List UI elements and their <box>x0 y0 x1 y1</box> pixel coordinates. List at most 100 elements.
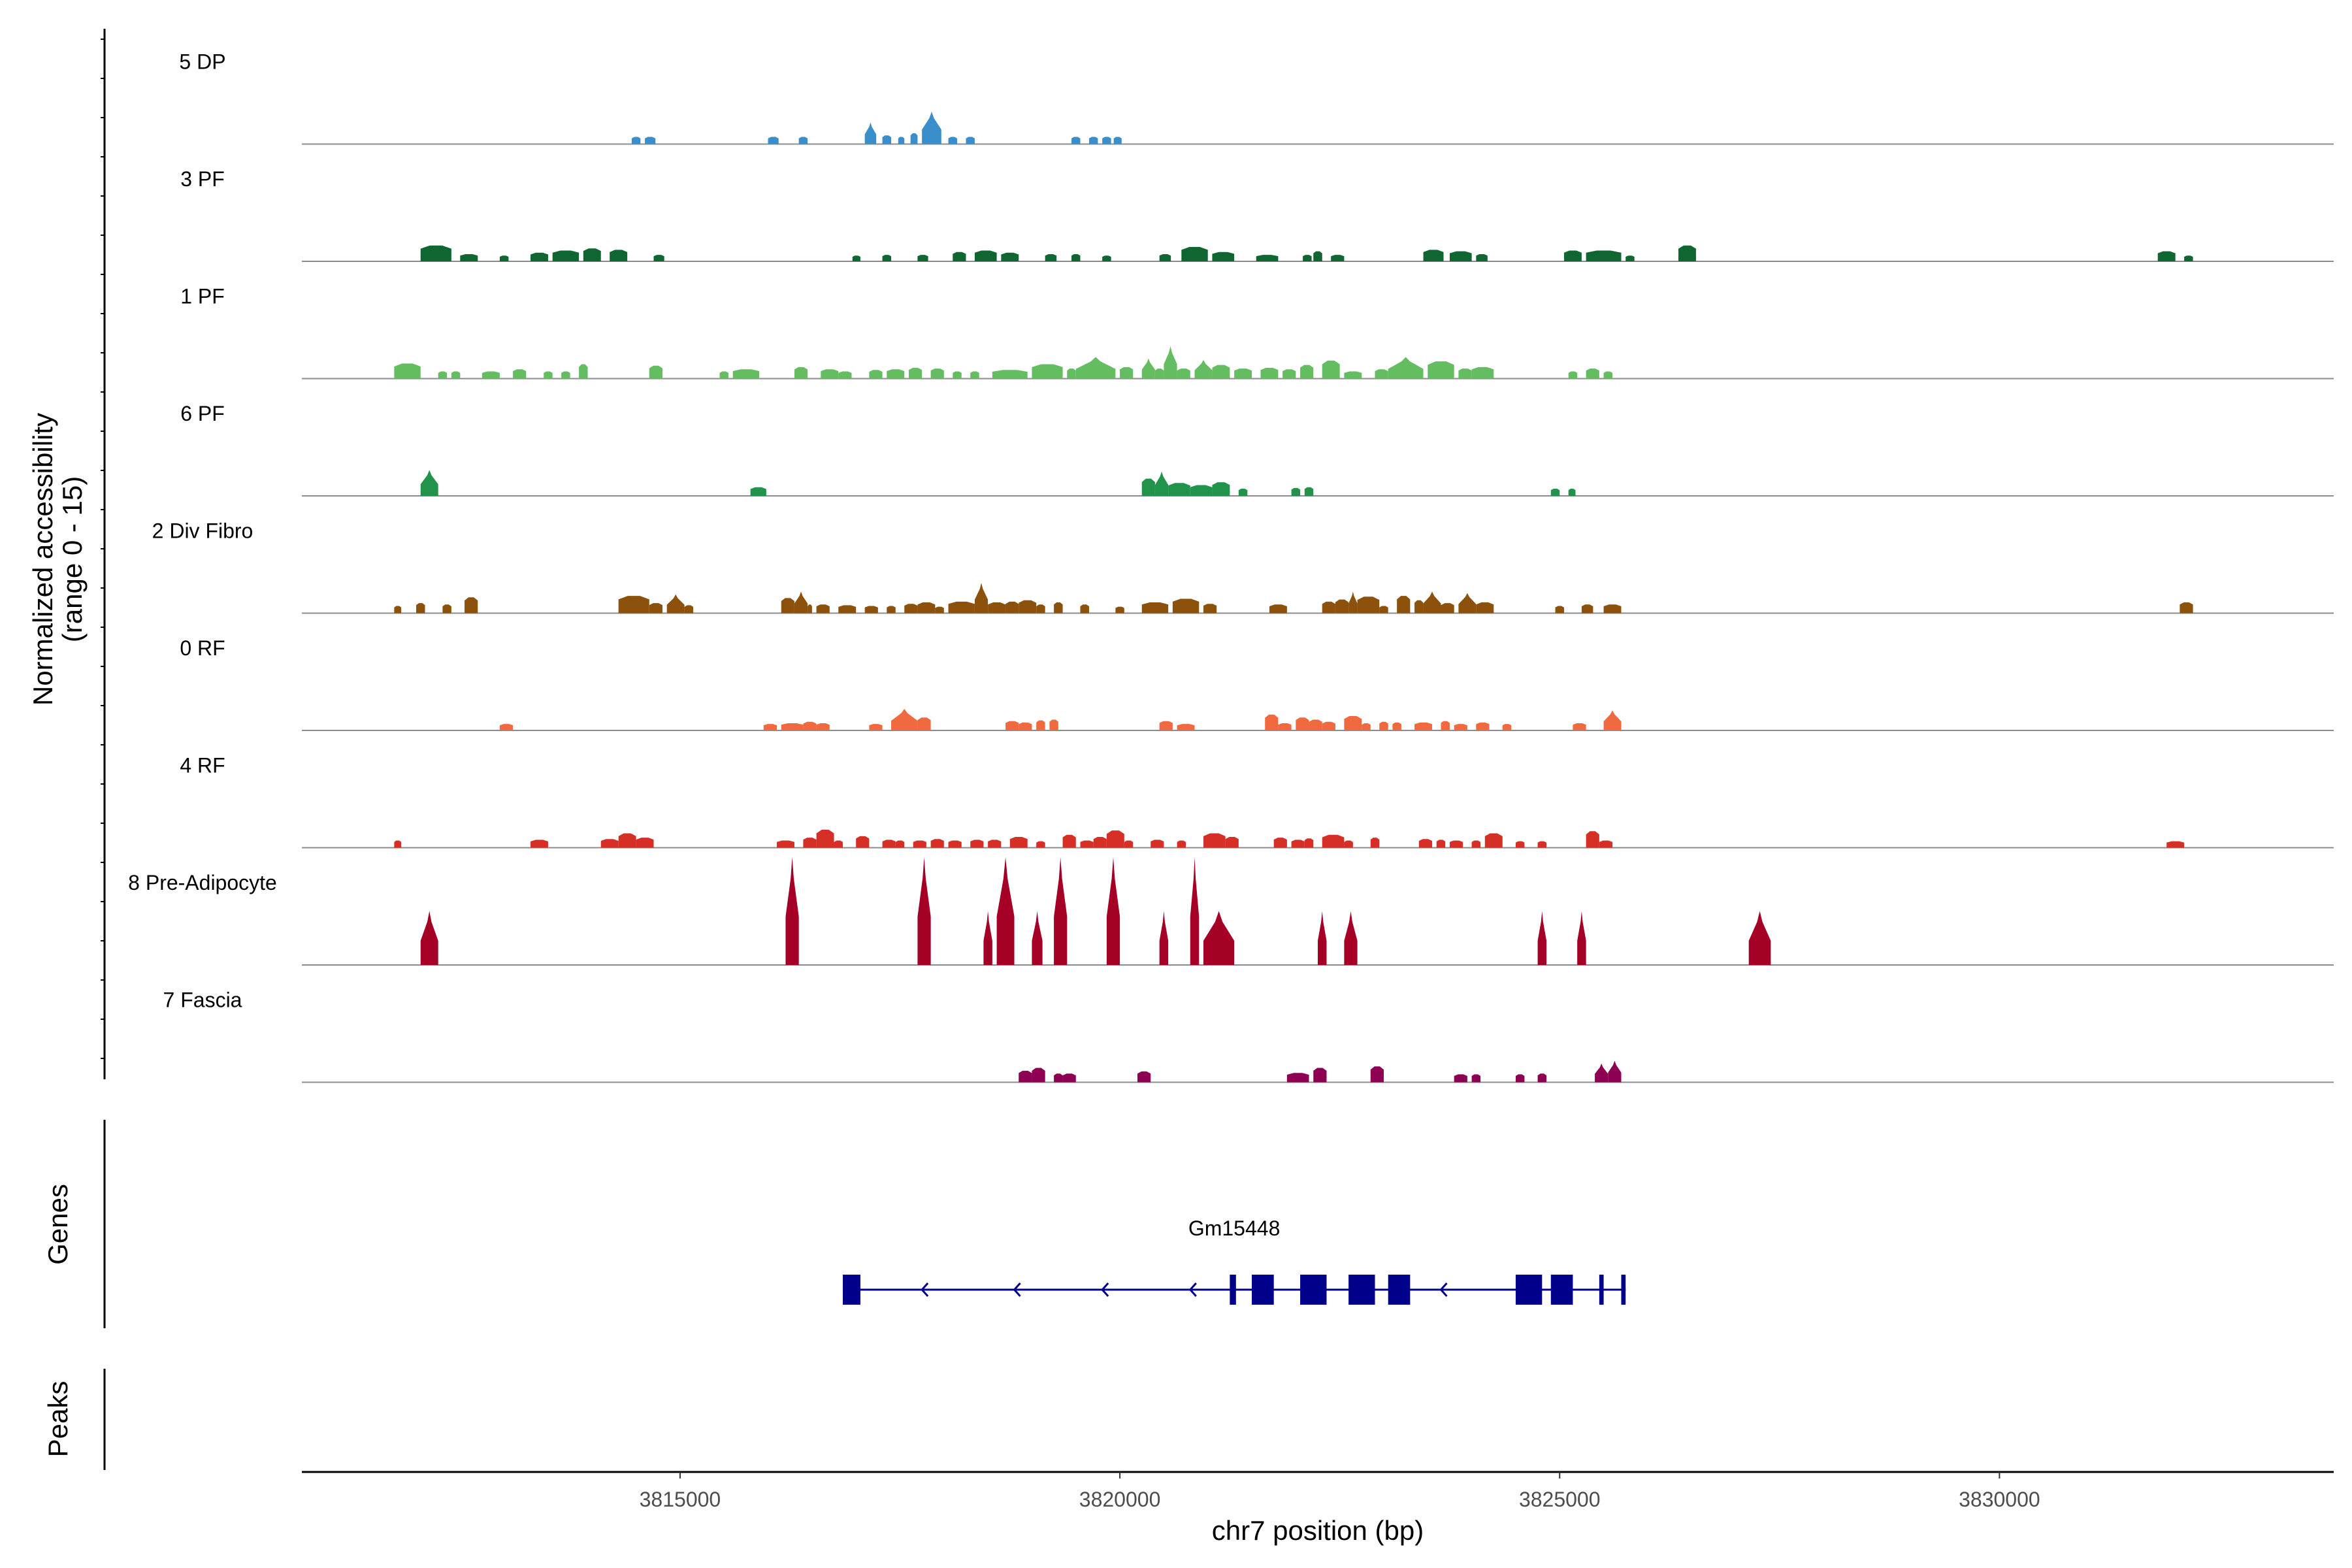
coverage-peak <box>1005 601 1019 613</box>
coverage-peak <box>1370 1066 1384 1083</box>
coverage-peak <box>561 371 570 379</box>
coverage-peak <box>1555 606 1564 613</box>
coverage-peak <box>1190 485 1213 496</box>
coverage-peak <box>1603 710 1622 730</box>
coverage-peak <box>1005 721 1019 730</box>
coverage-peak <box>499 255 509 261</box>
coverage-peak <box>838 605 857 613</box>
coverage-peak <box>1344 371 1362 379</box>
coverage-peak <box>1164 346 1177 379</box>
coverage-peak <box>1586 831 1599 848</box>
coverage-peak <box>1344 911 1358 965</box>
coverage-peak <box>869 370 883 379</box>
track-2-div-fibro: 2 Div Fibro <box>152 519 2334 614</box>
gene-exon <box>1300 1275 1327 1305</box>
coverage-peak <box>1067 368 1076 379</box>
coverage-peak <box>600 839 619 848</box>
coverage-peak <box>1190 857 1200 965</box>
coverage-peak <box>1212 482 1230 496</box>
coverage-peak <box>966 137 975 144</box>
coverage-peak <box>781 598 794 613</box>
coverage-peak <box>988 602 1006 613</box>
coverage-peak <box>1062 1073 1076 1083</box>
gene-exon <box>1599 1275 1604 1305</box>
coverage-peak <box>908 368 923 379</box>
coverage-peak <box>895 840 905 848</box>
coverage-peak <box>1154 471 1169 496</box>
coverage-peak <box>1102 137 1111 144</box>
coverage-peak <box>1032 1068 1045 1083</box>
coverage-peak <box>1304 838 1314 848</box>
coverage-peak <box>1515 1074 1525 1083</box>
coverage-peak <box>1194 359 1213 379</box>
coverage-peak <box>1075 357 1116 379</box>
coverage-peak <box>1344 840 1353 848</box>
coverage-peak <box>1032 364 1063 379</box>
coverage-peak <box>1106 830 1124 848</box>
coverage-peak <box>1291 840 1305 848</box>
coverage-peak <box>1269 604 1287 613</box>
coverage-peak <box>803 721 817 730</box>
coverage-peak <box>1581 604 1593 613</box>
coverage-peak <box>666 594 685 613</box>
coverage-peak <box>1159 254 1171 261</box>
coverage-peak <box>1177 368 1190 379</box>
track-1-pf: 1 PF <box>180 285 2334 380</box>
coverage-peak <box>953 252 966 261</box>
coverage-peak <box>1141 358 1155 379</box>
coverage-peak <box>649 365 662 379</box>
coverage-peak <box>864 122 877 144</box>
coverage-peak <box>1322 601 1335 613</box>
coverage-peak <box>465 597 478 613</box>
coverage-peak <box>1537 1073 1547 1083</box>
coverage-peak <box>631 137 641 144</box>
coverage-peak <box>1608 1060 1622 1083</box>
coverage-peak <box>1568 371 1578 379</box>
gene-exon <box>1252 1275 1274 1305</box>
coverage-peak <box>1303 255 1312 261</box>
coverage-peak <box>1458 368 1472 379</box>
coverage-peak <box>887 606 896 613</box>
coverage-peak <box>394 363 421 379</box>
coverage-peak <box>653 255 664 261</box>
coverage-peak <box>913 840 926 848</box>
coverage-peak <box>1471 840 1481 848</box>
coverage-peak <box>917 255 928 261</box>
coverage-peak <box>1502 724 1512 730</box>
coverage-peak <box>816 830 834 848</box>
coverage-peak <box>1019 722 1032 730</box>
track-label: 3 PF <box>180 167 225 191</box>
coverage-peak <box>531 252 548 261</box>
coverage-peak <box>1260 368 1279 379</box>
coverage-peak <box>1414 722 1433 730</box>
coverage-peak <box>838 371 852 379</box>
coverage-peak <box>930 839 944 848</box>
coverage-peak <box>856 836 870 848</box>
coverage-peak <box>1300 365 1314 379</box>
coverage-peak <box>1471 367 1494 379</box>
coverage-peak <box>1476 602 1494 613</box>
gene-exon <box>1550 1275 1573 1305</box>
coverage-peak <box>1449 251 1472 261</box>
coverage-peak <box>808 604 812 613</box>
track-label: 7 Fascia <box>163 988 242 1012</box>
coverage-peak <box>1106 857 1120 965</box>
genes-panel: Gm15448 <box>842 1217 1626 1305</box>
coverage-peak <box>1586 250 1622 261</box>
coverage-peak <box>1379 606 1388 613</box>
coverage-peak <box>1515 841 1525 848</box>
coverage-peak <box>2180 602 2193 613</box>
coverage-peak <box>1537 911 1547 965</box>
coverage-peak <box>834 840 843 848</box>
coverage-peak <box>768 137 779 144</box>
coverage-peak <box>420 245 451 261</box>
coverage-peak <box>1603 371 1613 379</box>
gene-exon <box>842 1275 860 1305</box>
coverage-peak <box>1563 250 1582 261</box>
x-tick-label: 3825000 <box>1519 1488 1601 1511</box>
coverage-peak <box>887 369 905 379</box>
coverage-peak <box>645 137 656 144</box>
coverage-peak <box>983 911 992 965</box>
gene-exon <box>1348 1275 1375 1305</box>
